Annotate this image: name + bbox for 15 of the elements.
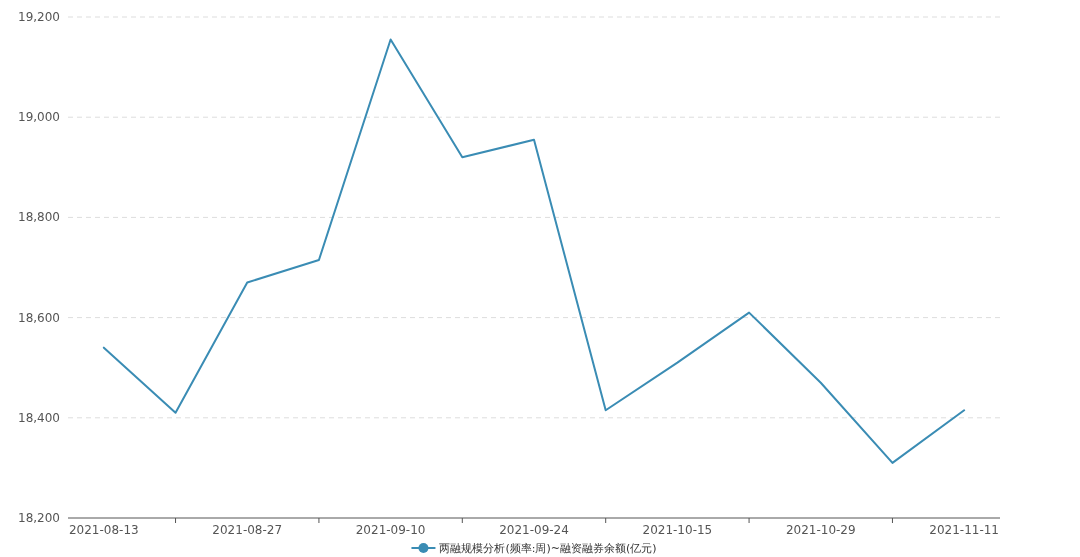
x-tick-label: 2021-09-10 (355, 523, 426, 537)
x-tick-label: 2021-08-13 (68, 523, 139, 537)
x-tick-label: 2021-10-29 (785, 523, 856, 537)
x-tick-label: 2021-09-24 (499, 523, 569, 537)
line-series (102, 38, 966, 464)
x-tick-label: 2021-11-11 (929, 523, 1000, 537)
x-tick-label: 2021-10-15 (642, 523, 713, 537)
legend-label: 两融规模分析(频率:周)~融资融券余额(亿元) (439, 542, 657, 555)
y-tick-label: 18,400 (18, 410, 60, 425)
y-tick-label: 18,200 (18, 511, 60, 525)
y-tick-label: 18,600 (18, 310, 60, 325)
y-tick-label: 19,000 (18, 110, 60, 125)
x-tick-label: 2021-08-27 (212, 523, 283, 537)
y-tick-label: 18,800 (18, 210, 60, 225)
y-tick-label: 19,200 (18, 10, 60, 24)
